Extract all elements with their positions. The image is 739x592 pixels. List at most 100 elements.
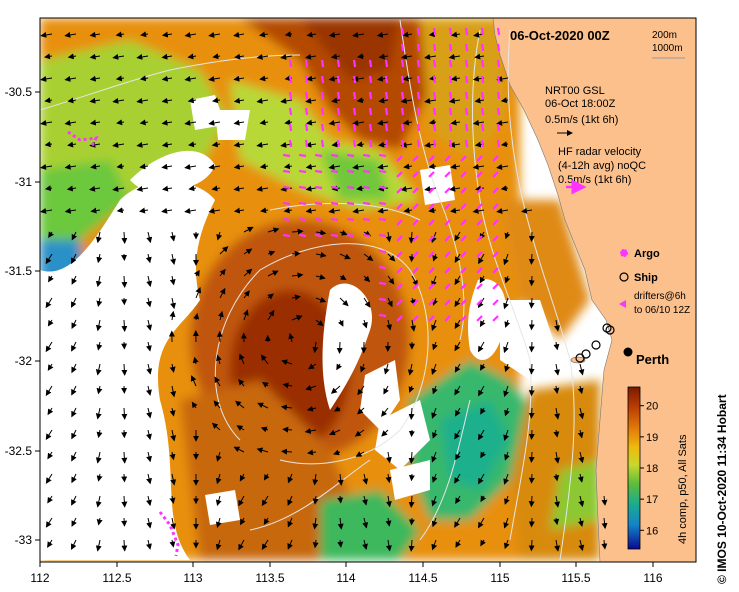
gsl-arrow [215,495,222,507]
hf-arrow [476,267,483,274]
gsl-arrow [90,207,101,214]
gsl-arrow [139,119,149,126]
gsl-arrow [432,341,438,351]
gsl-arrow [47,363,54,371]
gsl-arrow [71,341,77,352]
gsl-arrow [356,141,365,148]
gsl-arrow [387,297,393,308]
gsl-arrow [424,53,437,60]
x-axis-tick-label: 112.5 [102,571,131,585]
hf-arrow [492,267,499,274]
gsl-arrow [45,429,53,440]
hf-arrow [480,91,485,100]
gsl-arrow [431,495,438,507]
gsl-arrow [121,517,128,527]
gsl-arrow [116,207,125,214]
x-axis-tick-label: 114 [336,571,355,585]
gsl-arrow [385,517,392,527]
hf-arrow [384,75,389,84]
gsl-arrow [363,253,374,261]
gsl-arrow [71,231,78,241]
hf-arrow [444,315,451,322]
gsl-arrow [139,163,149,170]
gsl-arrow [260,207,269,214]
gsl-arrow [306,31,317,38]
drifter-legend-icon [619,300,626,308]
hf-arrow [400,123,405,132]
hf-arrow [346,217,355,222]
gsl-arrow [554,539,560,552]
gsl-arrow [71,517,77,527]
gsl-arrow [307,449,317,456]
hf-arrow [378,201,387,206]
hf-arrow [444,155,451,162]
hf-arrow [432,107,437,116]
hf-arrow [362,153,371,158]
hf-arrow [320,59,325,68]
hf-arrow [352,139,357,148]
x-axis-tick-label: 114.5 [408,571,437,585]
gsl-arrow [217,310,224,321]
gsl-legend-title: NRT00 GSL [545,85,605,97]
gsl-arrow [234,53,245,60]
gsl-arrow [215,539,222,551]
gsl-arrow [503,473,509,485]
gsl-arrow [161,163,173,170]
gsl-arrow [233,207,245,214]
gsl-arrow [528,473,535,484]
hf-radar-velocity-arrows [282,27,501,322]
hf-arrow [476,251,483,258]
hf-arrow [476,235,483,242]
hf-arrow [444,235,451,242]
gsl-arrow [451,31,461,38]
gsl-arrow [454,517,461,528]
gsl-arrow [431,319,437,332]
hf-arrow [330,233,339,238]
gsl-arrow [385,451,392,464]
gsl-arrow [236,425,245,431]
hf-arrow [384,107,389,116]
gsl-arrow [312,539,319,549]
gsl-arrow [95,275,102,288]
hf-arrow [460,251,467,258]
gsl-arrow [337,517,344,530]
hf-arrow [480,59,485,68]
gsl-arrow [90,163,101,170]
gsl-arrow [479,363,486,371]
gsl-arrow [146,517,153,529]
gsl-arrow [188,185,197,192]
gsl-arrow [528,451,535,463]
hf-arrow [492,283,499,290]
gsl-arrow [528,253,535,265]
hf-arrow [378,185,387,190]
hf-arrow [314,217,323,222]
hf-arrow [428,267,435,274]
hf-arrow [428,187,435,194]
hf-arrow [330,153,339,158]
gsl-arrow [233,141,245,148]
gsl-arrow [402,119,413,126]
gsl-arrow [259,119,269,126]
gsl-arrow [400,97,413,104]
hf-legend-title: HF radar velocity [558,146,642,158]
gsl-arrow [256,141,269,148]
gsl-arrow [381,429,389,437]
gsl-arrow [480,495,487,503]
gsl-arrow [243,226,254,233]
gsl-arrow [503,539,510,550]
hf-arrow [492,171,499,178]
gsl-arrow [432,385,438,395]
gsl-arrow [121,231,128,244]
gsl-arrow [194,269,200,277]
gsl-arrow [136,141,149,148]
gsl-arrow [233,97,245,104]
gsl-arrow [239,473,246,482]
gsl-arrow [305,207,317,214]
gsl-arrow [357,407,365,415]
gsl-arrow [528,363,535,375]
gsl-arrow [528,297,535,309]
gsl-arrow [360,363,366,373]
gsl-arrow [282,426,293,433]
gsl-arrow [136,185,149,192]
hf-arrow [496,139,501,148]
